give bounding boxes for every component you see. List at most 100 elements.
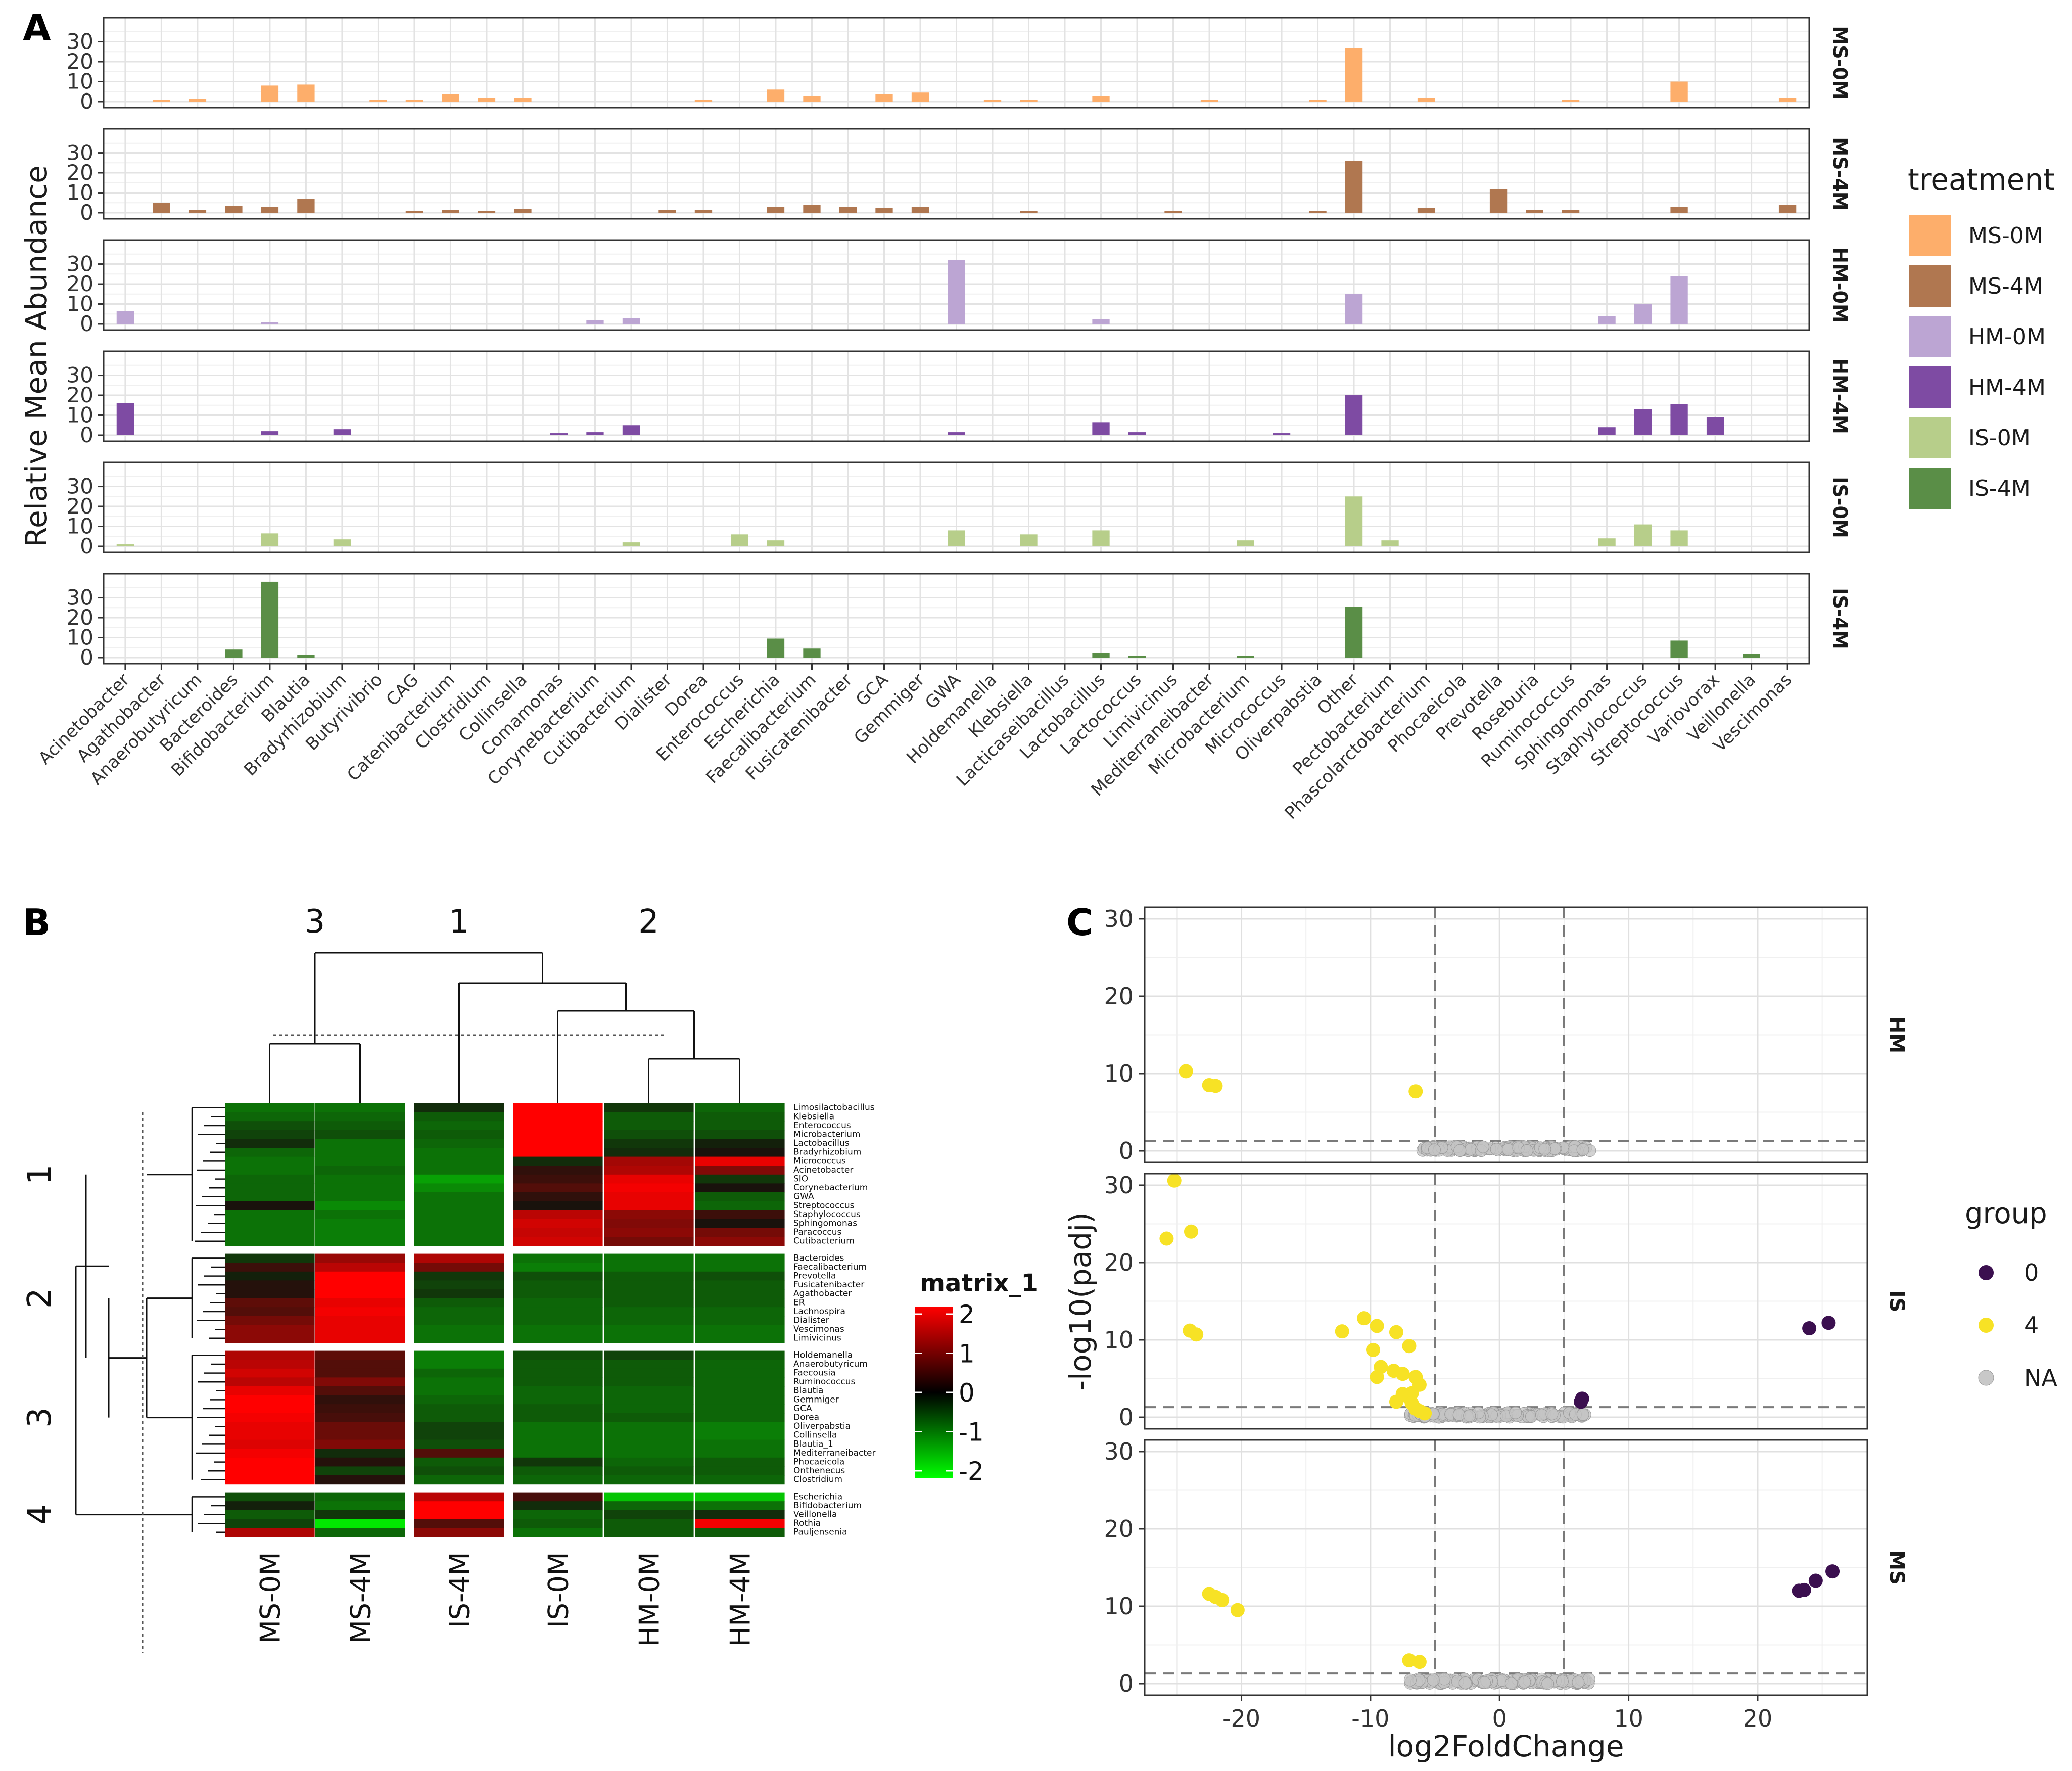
heatmap-cell (414, 1121, 504, 1131)
heatmap-cell (315, 1475, 405, 1485)
heatmap-row-label: Phocaeicola (793, 1457, 844, 1467)
heatmap-cell (414, 1413, 504, 1422)
bar (767, 540, 785, 546)
facet-border (103, 239, 1810, 331)
legend-label: 4 (2024, 1312, 2039, 1339)
heatmap-row-label: Lactobacillus (793, 1138, 850, 1148)
bar (1634, 409, 1652, 435)
heatmap-cell (513, 1334, 603, 1343)
facet-border (1144, 1173, 1868, 1430)
point-group-4 (1408, 1084, 1423, 1099)
bar (1092, 319, 1110, 324)
heatmap-row-label: Ruminococcus (793, 1377, 855, 1387)
heatmap-cell (315, 1121, 405, 1131)
heatmap-cell (225, 1148, 315, 1157)
heatmap-cell (225, 1422, 315, 1431)
heatmap-cell (414, 1360, 504, 1369)
heatmap-cell (604, 1156, 694, 1166)
heatmap-cell (315, 1156, 405, 1166)
bar (1634, 524, 1652, 546)
bar (1020, 100, 1038, 102)
heatmap-legend-label: 2 (959, 1300, 975, 1329)
heatmap-legend-label: 1 (959, 1339, 975, 1369)
legend-label: IS-4M (1968, 476, 2031, 501)
point-group-4 (1418, 1406, 1432, 1421)
heatmap-cell (414, 1501, 504, 1511)
legend-title: group (1965, 1197, 2047, 1230)
heatmap-cell (513, 1422, 603, 1431)
bar (803, 205, 821, 213)
heatmap-row-label: Blautia (793, 1386, 823, 1396)
point-group-4 (1395, 1367, 1410, 1381)
heatmap-cell (695, 1413, 785, 1422)
heatmap-cell (513, 1307, 603, 1317)
heatmap-col-label: MS-0M (255, 1552, 287, 1644)
bar (297, 84, 315, 102)
heatmap-cell (604, 1307, 694, 1317)
heatmap-cell (414, 1271, 504, 1281)
heatmap-cell (225, 1350, 315, 1360)
point-na (1501, 1143, 1515, 1156)
bar (1020, 534, 1038, 546)
legend-key (1979, 1265, 1994, 1280)
bar (1092, 422, 1110, 435)
bar (983, 100, 1002, 102)
heatmap-row-label: Klebsiella (793, 1111, 834, 1122)
bar (767, 638, 785, 658)
legend-key (1909, 417, 1951, 458)
bar (911, 92, 929, 102)
heatmap-cell (604, 1192, 694, 1202)
heatmap-cell (695, 1377, 785, 1387)
heatmap-cell (225, 1192, 315, 1202)
heatmap-cell (225, 1103, 315, 1113)
bar (1381, 540, 1399, 546)
heatmap-cell (414, 1253, 504, 1263)
heatmap-cell (225, 1334, 315, 1343)
heatmap-cell (695, 1528, 785, 1537)
point-group-4 (1335, 1324, 1349, 1339)
heatmap-row-label: Bifidobacterium (793, 1501, 862, 1511)
heatmap-cell (225, 1307, 315, 1317)
heatmap-cell (604, 1166, 694, 1175)
legend-label: MS-0M (1968, 223, 2043, 249)
bar (1417, 98, 1435, 102)
heatmap-cell (225, 1395, 315, 1405)
heatmap-cell (225, 1237, 315, 1246)
heatmap-cell (695, 1457, 785, 1467)
y-tick-label: 20 (67, 494, 93, 519)
heatmap-cell (604, 1422, 694, 1431)
heatmap-cell (695, 1121, 785, 1131)
heatmap-cell (513, 1510, 603, 1519)
x-tick-label: -20 (1222, 1705, 1260, 1732)
bar (478, 98, 496, 102)
legend-title: treatment (1908, 162, 2055, 197)
point-na (1576, 1143, 1589, 1156)
heatmap-cell (315, 1139, 405, 1148)
heatmap-cell (604, 1271, 694, 1281)
heatmap-cell (513, 1413, 603, 1422)
heatmap-cell (604, 1404, 694, 1414)
x-axis-title: log2FoldChange (1388, 1729, 1624, 1763)
bar (1598, 316, 1616, 324)
heatmap-cell (225, 1289, 315, 1299)
heatmap-cell (513, 1431, 603, 1440)
heatmap-cell (695, 1519, 785, 1528)
heatmap-cell (513, 1457, 603, 1467)
bar (622, 425, 640, 435)
x-tick-label: -10 (1351, 1705, 1389, 1732)
heatmap-cell (414, 1289, 504, 1299)
heatmap-cell (695, 1368, 785, 1378)
heatmap-cell (315, 1253, 405, 1263)
heatmap-col-label: HM-4M (725, 1552, 757, 1647)
heatmap-cell (695, 1395, 785, 1405)
heatmap-cell (414, 1237, 504, 1246)
bar (1489, 189, 1508, 213)
y-tick-label: 10 (67, 625, 93, 650)
facet-strip-label: IS-4M (1829, 588, 1851, 649)
heatmap-cell (414, 1439, 504, 1449)
y-tick-label: 30 (67, 252, 93, 276)
facet-strip-label: IS (1885, 1290, 1908, 1313)
heatmap-cell (414, 1386, 504, 1396)
heatmap-cell (315, 1325, 405, 1334)
